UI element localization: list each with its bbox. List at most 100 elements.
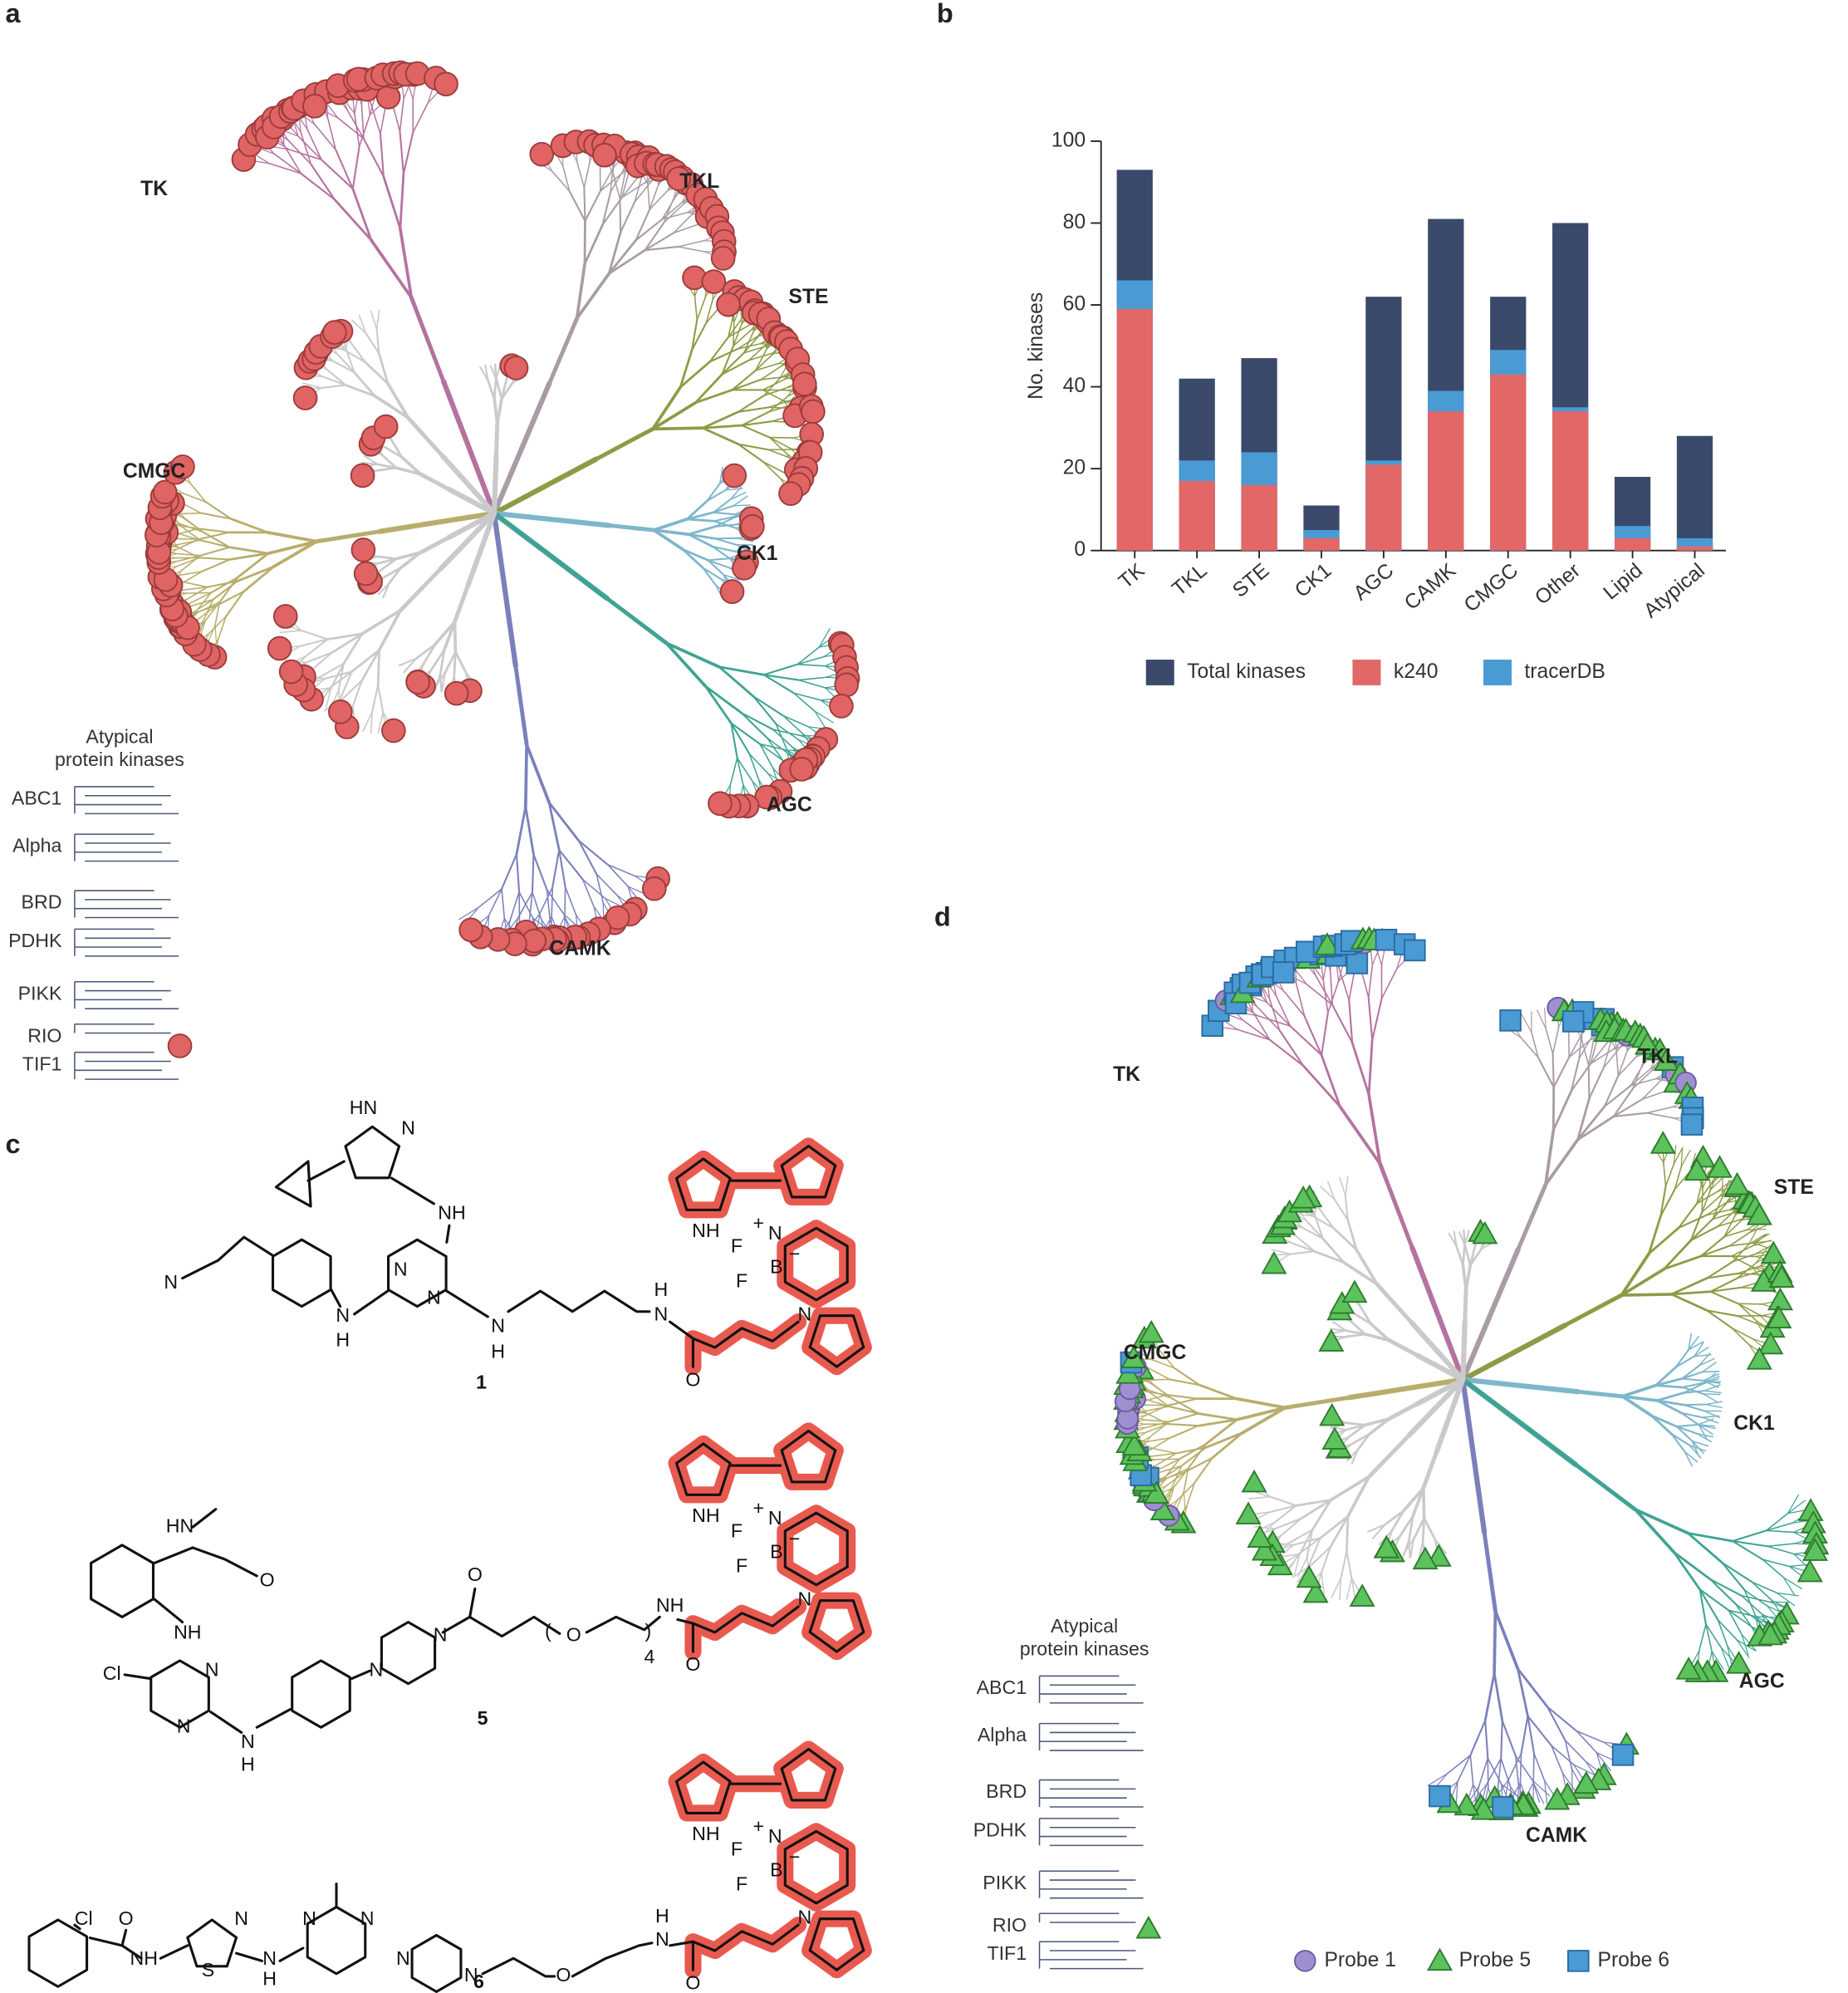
branch	[712, 504, 735, 513]
branch	[718, 466, 723, 484]
branch	[421, 643, 437, 666]
branch	[1367, 1416, 1391, 1436]
branch	[1633, 1507, 1690, 1535]
y-tick-label: 60	[1063, 293, 1086, 316]
branch	[763, 377, 782, 396]
branch	[718, 665, 766, 676]
atom-label: N	[360, 1907, 375, 1929]
branch	[1762, 1559, 1785, 1578]
atom-label: N	[241, 1730, 255, 1752]
branch	[210, 577, 239, 594]
branch	[1734, 1603, 1752, 1627]
branch	[493, 421, 500, 458]
bond	[209, 1711, 243, 1734]
branch	[380, 454, 398, 469]
branch	[214, 625, 218, 645]
branch	[1576, 1097, 1591, 1141]
branch	[439, 649, 446, 675]
branch	[1298, 1529, 1314, 1555]
branch	[1578, 1035, 1593, 1059]
branch	[1268, 998, 1281, 1032]
branch	[379, 133, 385, 178]
branch	[1176, 1490, 1184, 1509]
kinase-marker	[1143, 1480, 1169, 1504]
branch	[515, 805, 527, 856]
branch	[679, 348, 694, 389]
branch	[736, 538, 754, 542]
branch	[1455, 1781, 1458, 1805]
atypical-family: TIF1	[987, 1942, 1027, 1964]
branch	[378, 352, 390, 385]
branch	[1588, 1067, 1605, 1100]
branch	[651, 426, 705, 431]
branch	[382, 175, 402, 230]
y-tick-label: 20	[1063, 457, 1086, 479]
branch	[1717, 1210, 1736, 1228]
branch	[762, 389, 785, 402]
group-label: AGC	[1739, 1671, 1785, 1693]
branch	[607, 231, 622, 275]
branch	[1689, 1218, 1713, 1242]
branch	[1698, 1588, 1707, 1626]
branch	[1688, 1336, 1699, 1351]
branch	[1346, 1550, 1353, 1579]
branch	[664, 641, 708, 688]
atom-label: N	[302, 1907, 316, 1929]
branch	[1689, 1152, 1697, 1172]
branch	[1183, 1490, 1186, 1511]
branch	[358, 114, 371, 148]
atom-label: +	[752, 1212, 764, 1234]
branch	[488, 888, 502, 916]
branch	[382, 567, 402, 579]
branch	[1352, 1312, 1372, 1325]
panel-label: c	[5, 1129, 20, 1159]
compound-number: 5	[478, 1707, 488, 1729]
branch	[1721, 1562, 1753, 1583]
kinase-marker	[1272, 961, 1295, 984]
bond	[159, 1944, 189, 1960]
branch	[663, 204, 684, 223]
branch	[1633, 1507, 1676, 1554]
branch	[694, 388, 734, 405]
kinase-marker	[1611, 1744, 1635, 1766]
branch	[737, 443, 770, 451]
branch	[730, 722, 761, 745]
branch	[1576, 1730, 1605, 1743]
branch	[1330, 1328, 1347, 1332]
branch	[1248, 1495, 1272, 1500]
branch	[1674, 1170, 1691, 1190]
branch	[1356, 1432, 1371, 1451]
branch	[443, 620, 457, 652]
kinase-marker	[1492, 1796, 1514, 1819]
bond	[808, 1599, 865, 1653]
branch	[195, 592, 212, 612]
bond	[674, 1157, 732, 1211]
branch	[1183, 1467, 1189, 1493]
kinase-marker	[381, 718, 406, 744]
branch	[1767, 1545, 1795, 1555]
branch	[1728, 1609, 1757, 1617]
branch	[1527, 1715, 1552, 1747]
branch	[1697, 1424, 1715, 1427]
branch	[1321, 1572, 1325, 1595]
branch	[713, 520, 736, 529]
bar-chart: 0 20 40 60 80 100 No. kinases TK TKL STE CK1 AGC CAM…	[1025, 129, 1726, 685]
branch	[1720, 1647, 1736, 1664]
branch	[311, 651, 334, 671]
bond	[380, 1621, 437, 1686]
branch	[403, 657, 418, 674]
branch	[644, 232, 675, 252]
bond	[330, 1288, 342, 1308]
bond	[255, 1708, 292, 1729]
branch	[242, 565, 275, 593]
branch	[1681, 1364, 1700, 1380]
branch	[1166, 1393, 1199, 1400]
atom-label: N	[177, 1715, 191, 1736]
branch	[1537, 1056, 1555, 1088]
branch	[1346, 1448, 1359, 1462]
branch	[677, 239, 704, 248]
branch	[177, 546, 200, 559]
branch	[1468, 1248, 1483, 1267]
bond	[783, 1829, 849, 1905]
branch	[1306, 1529, 1314, 1558]
